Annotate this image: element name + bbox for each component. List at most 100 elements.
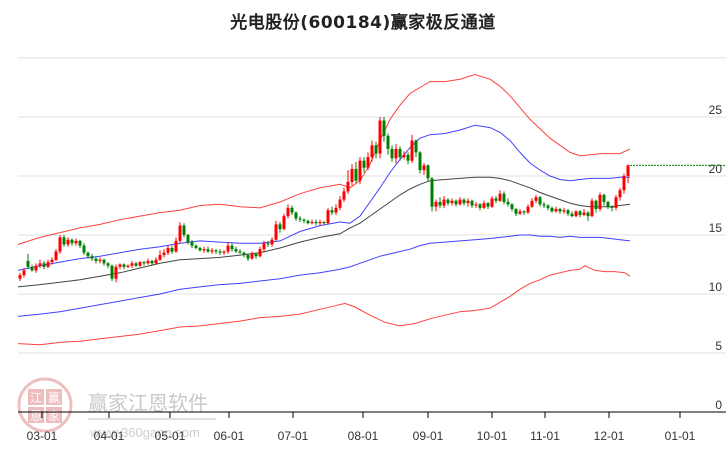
- candle-up: [518, 211, 522, 214]
- candle-down: [42, 263, 46, 267]
- candle-up: [526, 206, 530, 213]
- candle-down: [514, 209, 518, 214]
- y-tick-label: 20: [709, 162, 723, 176]
- candle-up: [326, 210, 330, 224]
- candle-up: [434, 201, 438, 207]
- candle-up: [162, 252, 166, 256]
- candle-up: [338, 199, 342, 208]
- candle-up: [618, 190, 622, 198]
- candle-up: [202, 249, 206, 251]
- candle-down: [194, 245, 198, 248]
- x-tick-label: 09-01: [413, 429, 444, 443]
- candle-up: [22, 270, 26, 276]
- candle-down: [550, 207, 554, 212]
- candle-down: [322, 222, 326, 224]
- candle-down: [78, 240, 82, 246]
- candle-up: [38, 263, 42, 266]
- candle-down: [102, 259, 106, 264]
- candle-up: [562, 210, 566, 212]
- candle-down: [246, 255, 250, 259]
- candle-up: [402, 154, 406, 158]
- candle-down: [406, 154, 410, 161]
- candle-down: [198, 247, 202, 251]
- candle-down: [414, 140, 418, 153]
- candle-down: [206, 249, 210, 252]
- candle-down: [586, 212, 590, 217]
- candle-up: [358, 160, 362, 181]
- candle-down: [230, 245, 234, 250]
- candle-down: [90, 256, 94, 259]
- watermark-brand: 赢家江恩软件: [88, 391, 208, 415]
- candle-down: [502, 193, 506, 202]
- candle-down: [238, 251, 242, 253]
- candle-down: [438, 201, 442, 206]
- candle-up: [58, 237, 62, 252]
- candle-down: [354, 168, 358, 181]
- candle-down: [170, 247, 174, 252]
- candle-up: [66, 239, 70, 245]
- candle-down: [266, 243, 270, 245]
- candle-down: [494, 198, 498, 201]
- candle-up: [34, 265, 38, 271]
- candle-up: [422, 165, 426, 171]
- candle-down: [426, 165, 430, 179]
- candle-down: [70, 239, 74, 244]
- candle-up: [342, 191, 346, 200]
- candle-down: [306, 220, 310, 224]
- candle-up: [590, 200, 594, 217]
- candle-up: [582, 212, 586, 215]
- candle-down: [510, 204, 514, 210]
- candle-up: [46, 262, 50, 267]
- candle-up: [262, 243, 266, 250]
- candle-up: [482, 203, 486, 208]
- candle-down: [542, 204, 546, 206]
- x-tick-label: 03-01: [27, 429, 58, 443]
- watermark-seal-icon: [17, 377, 73, 433]
- candle-up: [250, 253, 254, 259]
- watermark-seal-cell: [46, 389, 62, 405]
- x-tick-label: 10-01: [477, 429, 508, 443]
- candle-down: [446, 199, 450, 204]
- candle-down: [242, 252, 246, 256]
- candle-down: [470, 200, 474, 206]
- candle-down: [418, 152, 422, 171]
- chart-title: 光电股份(600184)赢家极反通道: [230, 13, 496, 33]
- candle-up: [318, 222, 322, 224]
- candle-down: [454, 200, 458, 205]
- candle-up: [310, 222, 314, 224]
- candle-down: [290, 207, 294, 213]
- candle-up: [222, 251, 226, 253]
- candle-down: [546, 205, 550, 208]
- candle-down: [538, 197, 542, 205]
- candle-down: [330, 210, 334, 213]
- candle-up: [614, 197, 618, 208]
- x-tick-label: 05-01: [155, 429, 186, 443]
- candle-up: [378, 120, 382, 154]
- x-tick-label: 04-01: [94, 429, 125, 443]
- candle-up: [474, 204, 478, 206]
- candle-down: [570, 213, 574, 217]
- candle-up: [270, 239, 274, 245]
- x-tick-label: 12-01: [594, 429, 625, 443]
- candle-down: [578, 211, 582, 215]
- series-line-ma: [17, 176, 631, 288]
- candle-up: [622, 176, 626, 191]
- candle-up: [498, 193, 502, 201]
- series-line-lower_outer: [17, 265, 631, 346]
- candle-down: [110, 265, 114, 279]
- candle-down: [386, 135, 390, 149]
- y-tick-label: 15: [709, 221, 723, 235]
- y-tick-label: 25: [709, 103, 723, 117]
- candle-down: [610, 206, 614, 208]
- candle-up: [166, 247, 170, 253]
- candle-down: [486, 203, 490, 207]
- candle-down: [122, 264, 126, 267]
- candle-down: [302, 219, 306, 221]
- candle-down: [462, 199, 466, 204]
- y-tick-label: 0: [715, 398, 722, 412]
- candle-down: [606, 201, 610, 207]
- x-tick-label: 06-01: [214, 429, 245, 443]
- candle-up: [158, 255, 162, 260]
- series-line-upper_inner: [17, 124, 630, 271]
